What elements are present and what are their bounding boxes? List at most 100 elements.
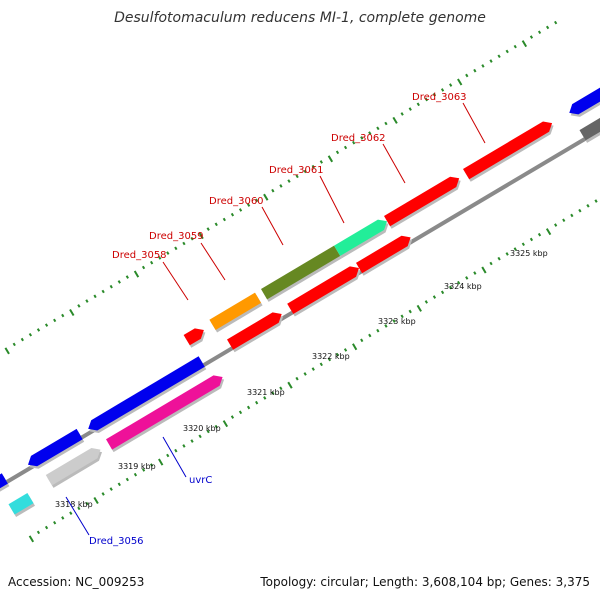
gene-gray-1 <box>45 448 101 486</box>
tick-mark <box>529 35 534 39</box>
tick-label-3321: 3321 kbp <box>247 388 285 397</box>
tick-mark <box>554 20 558 25</box>
tick-mark <box>481 266 487 274</box>
tick-mark <box>271 391 275 395</box>
gene-red-3058 <box>183 328 204 346</box>
gene-red-3063 <box>463 121 553 180</box>
tick-mark <box>125 477 129 482</box>
tick-mark <box>408 107 412 111</box>
tick-mark <box>85 501 89 506</box>
outer-tick-marks <box>4 20 558 355</box>
tick-mark <box>440 290 445 295</box>
gene-orange-3059 <box>209 292 262 330</box>
tick-mark <box>457 78 463 86</box>
tick-label-3322: 3322 kbp <box>312 352 350 361</box>
tick-mark <box>238 208 243 212</box>
tick-mark <box>271 188 275 193</box>
tick-mark <box>448 285 453 290</box>
gene-mint-3061 <box>334 219 387 256</box>
tick-mark <box>182 241 186 246</box>
tick-mark <box>109 487 113 491</box>
tick-mark <box>93 496 99 505</box>
tick-mark <box>61 313 65 318</box>
tick-mark <box>295 174 299 179</box>
gene-features <box>0 87 600 517</box>
tick-mark <box>562 218 566 223</box>
tick-mark <box>578 208 582 213</box>
tick-mark <box>457 280 461 285</box>
tick-mark <box>473 68 477 73</box>
gene-label-dred-3063: Dred_3063 <box>412 92 467 103</box>
tick-mark <box>570 213 574 218</box>
tick-mark <box>416 102 420 107</box>
tick-mark <box>513 44 517 49</box>
genome-summary-text: Topology: circular; Length: 3,608,104 bp… <box>259 575 590 589</box>
tick-mark <box>263 396 267 400</box>
tick-mark <box>521 40 528 48</box>
tick-mark <box>335 352 340 357</box>
tick-mark <box>174 246 178 251</box>
tick-mark <box>295 376 299 381</box>
tick-label-3325: 3325 kbp <box>510 249 548 258</box>
tick-mark <box>343 145 348 150</box>
tick-mark <box>222 420 229 428</box>
tick-mark <box>360 136 364 140</box>
tick-mark <box>28 535 35 543</box>
inner-tick-marks <box>28 199 598 543</box>
tick-mark <box>586 204 590 208</box>
tick-mark <box>255 198 259 203</box>
tick-mark <box>117 482 121 487</box>
tick-mark <box>287 179 291 183</box>
tick-mark <box>109 284 113 289</box>
tick-mark <box>69 511 73 515</box>
tick-mark <box>481 64 485 68</box>
tick-mark <box>53 318 57 323</box>
tick-mark <box>77 506 81 511</box>
tick-mark <box>497 256 501 261</box>
red-label-leaders <box>162 102 486 301</box>
gene-label-uvrc: uvrC <box>189 475 212 486</box>
tick-mark <box>61 516 65 520</box>
tick-mark <box>408 309 412 314</box>
tick-mark <box>149 463 154 467</box>
tick-mark <box>230 415 235 419</box>
tick-mark <box>141 468 146 472</box>
tick-mark <box>432 92 437 97</box>
tick-label-3324: 3324 kbp <box>444 282 482 291</box>
gene-label-dred-3061: Dred_3061 <box>269 165 324 176</box>
tick-mark <box>489 261 493 266</box>
tick-mark <box>44 323 49 327</box>
tick-mark <box>303 169 307 174</box>
tick-mark <box>545 25 550 30</box>
tick-mark <box>28 332 33 337</box>
tick-mark <box>36 328 41 332</box>
gene-label-dred-3056: Dred_3056 <box>89 536 144 547</box>
tick-mark <box>101 289 105 294</box>
gene-blue-right <box>569 87 600 115</box>
gene-cyan-edge <box>8 493 34 515</box>
tick-mark <box>529 237 534 242</box>
tick-mark <box>335 150 340 155</box>
tick-mark <box>69 308 75 317</box>
tick-mark <box>117 280 121 284</box>
tick-mark <box>368 131 372 135</box>
gene-blue-2 <box>88 356 205 431</box>
tick-mark <box>400 314 404 319</box>
tick-mark <box>311 164 315 169</box>
tick-mark <box>133 472 138 477</box>
tick-mark <box>521 242 525 247</box>
tick-mark <box>594 199 598 203</box>
tick-mark <box>537 30 542 35</box>
tick-mark <box>376 126 380 131</box>
tick-mark <box>465 73 469 78</box>
tick-mark <box>327 357 332 362</box>
tick-mark <box>537 232 542 237</box>
tick-mark <box>505 252 509 256</box>
gene-darkgray-right <box>579 117 600 141</box>
tick-mark <box>12 342 16 347</box>
tick-mark <box>53 520 57 525</box>
tick-mark <box>416 304 422 312</box>
tick-mark <box>4 347 10 355</box>
tick-mark <box>206 429 210 434</box>
